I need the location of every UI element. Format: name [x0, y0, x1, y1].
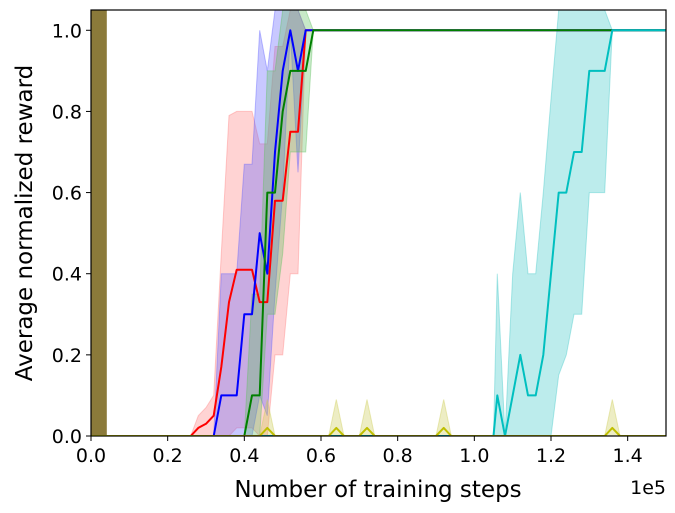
x-axis-ticks: 0.0 0.2 0.4 0.6 0.8 1.0 1.2 1.4 [76, 436, 643, 467]
y-tick-label: 0.0 [52, 426, 82, 448]
x-tick-label: 0.0 [76, 445, 106, 467]
series-lines [91, 29, 666, 436]
plot-area-background [91, 10, 666, 436]
x-tick-label: 1.4 [613, 445, 643, 467]
x-tick-label: 1.2 [536, 445, 566, 467]
series-1-line [91, 29, 666, 436]
x-tick-label: 0.4 [229, 445, 259, 467]
series-2-line [91, 29, 666, 436]
y-tick-label: 0.2 [52, 345, 82, 367]
series-5-line [91, 426, 666, 436]
x-axis-label: Number of training steps [234, 477, 521, 503]
y-axis-label: Average normalized reward [12, 65, 38, 382]
x-tick-label: 0.8 [383, 445, 413, 467]
y-tick-label: 0.8 [52, 101, 82, 123]
series-5-band [259, 399, 621, 436]
series-4-line [91, 29, 666, 436]
y-axis-ticks: 0.0 0.2 0.4 0.6 0.8 1.0 [52, 20, 91, 448]
x-axis-offset-label: 1e5 [630, 477, 666, 499]
y-tick-label: 0.4 [52, 264, 82, 286]
x-tick-label: 0.6 [306, 445, 336, 467]
y-tick-label: 1.0 [52, 20, 82, 42]
plot-frame [90, 9, 667, 437]
series-0-band [91, 10, 107, 436]
x-tick-label: 0.2 [153, 445, 183, 467]
x-tick-label: 1.0 [459, 445, 489, 467]
series-3-line [91, 29, 666, 436]
y-tick-label: 0.6 [52, 183, 82, 205]
